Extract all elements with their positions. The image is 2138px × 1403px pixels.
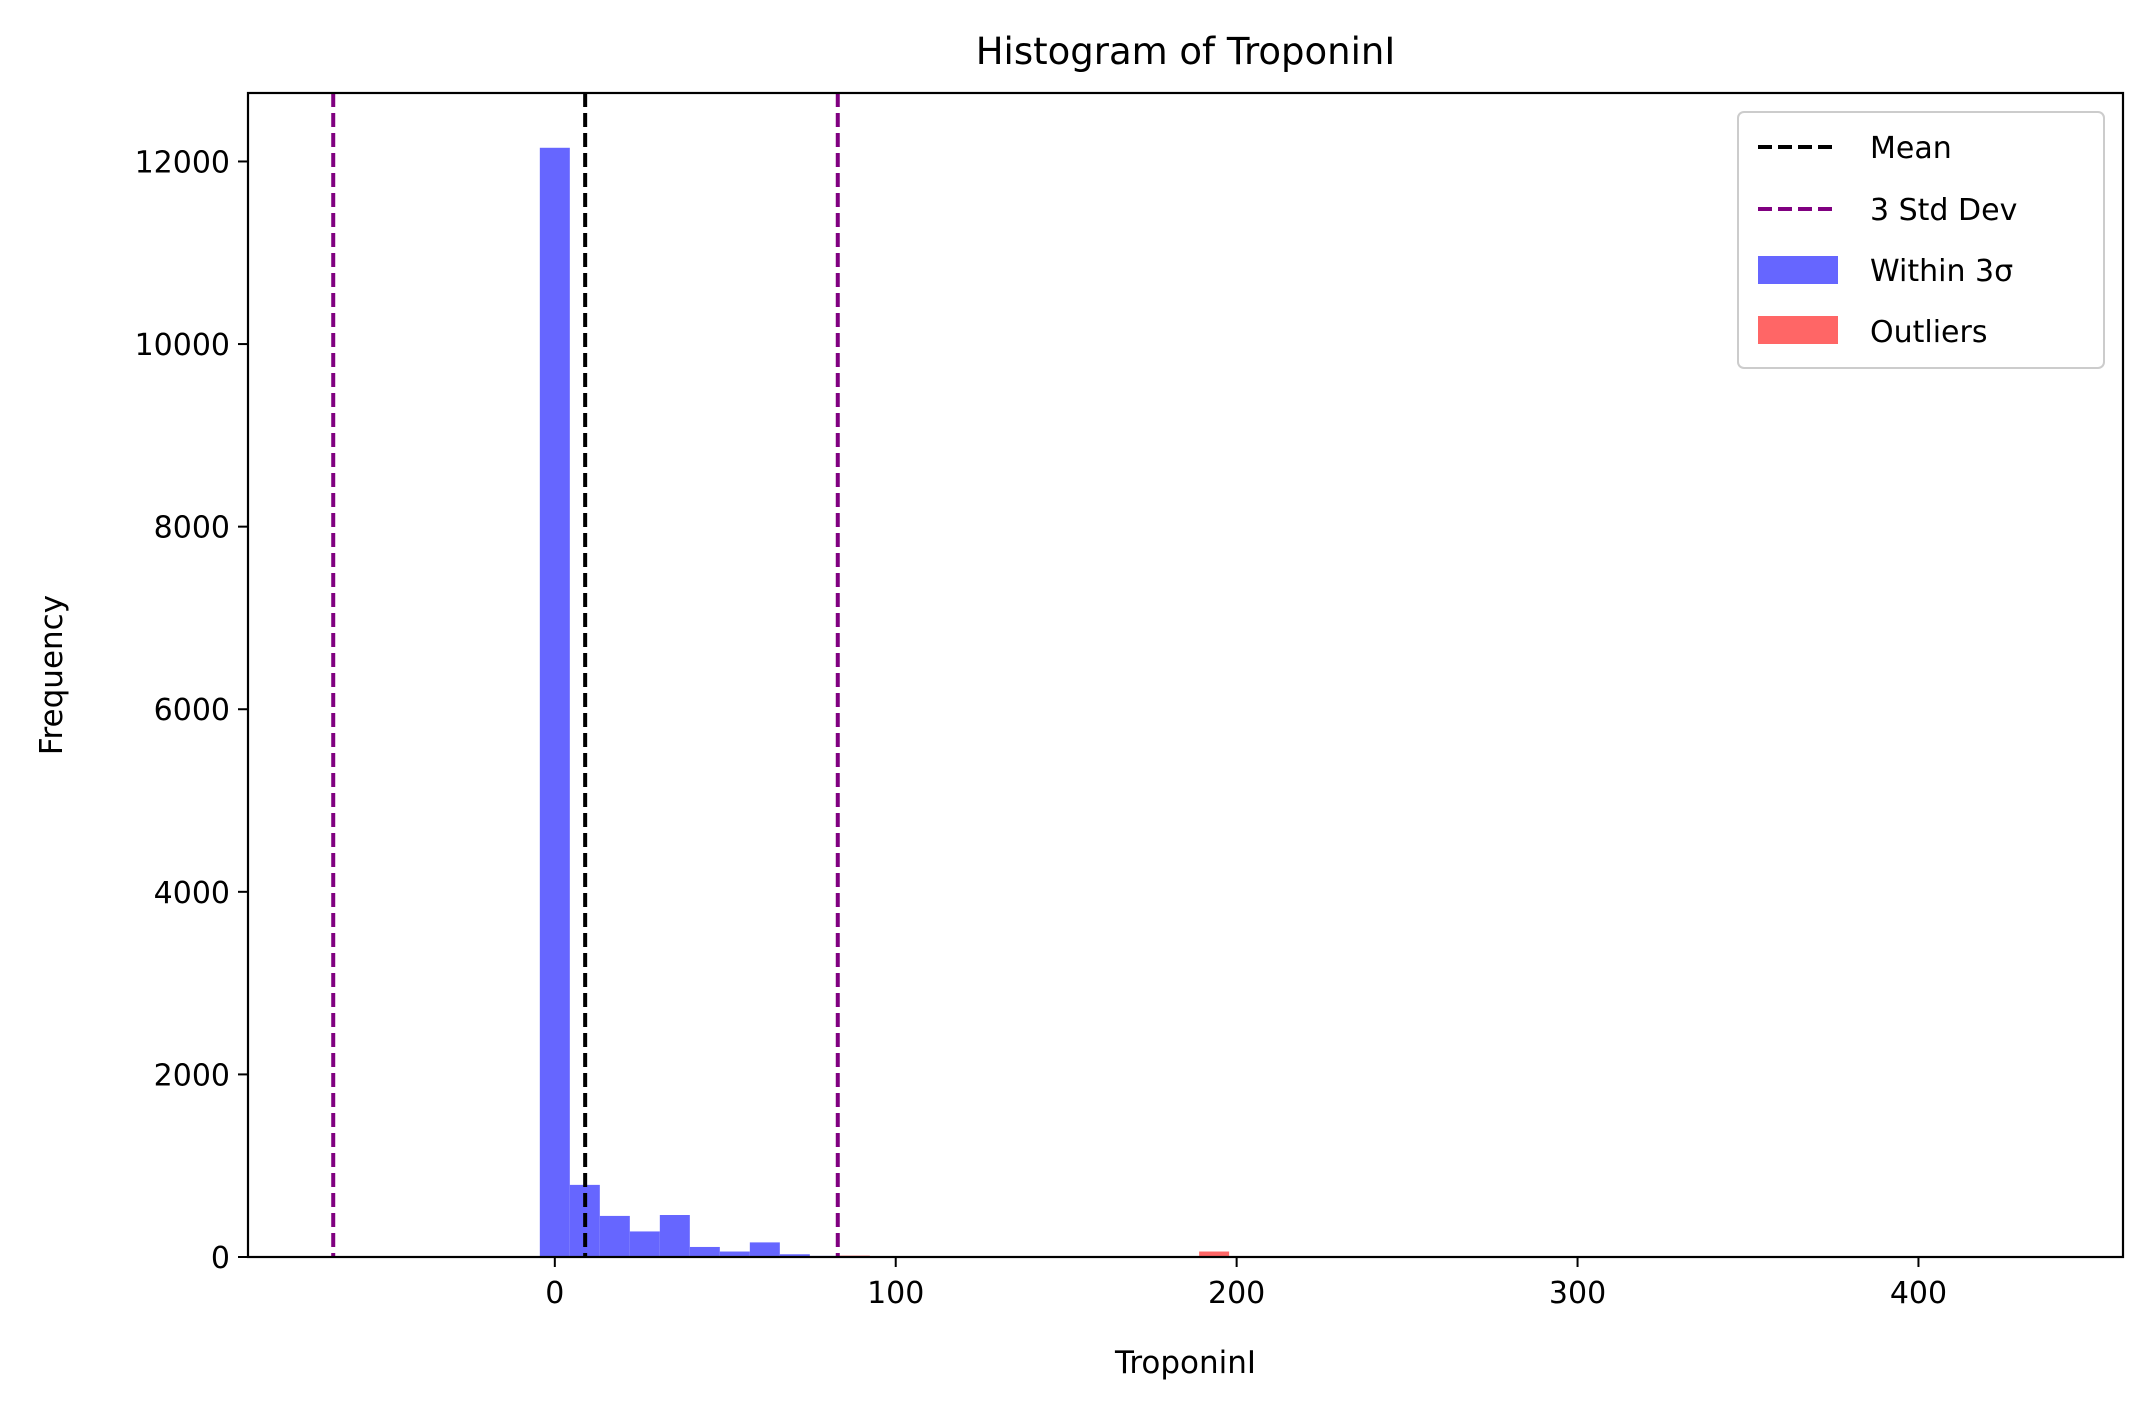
legend: Mean 3 Std Dev Within 3σ Outliers [1737, 111, 2105, 369]
bars-layer [539, 147, 1260, 1257]
histogram-bar-within-0 [539, 147, 570, 1257]
histogram-bar-within-3 [629, 1231, 660, 1257]
histogram-bar-outliers-2 [1199, 1251, 1230, 1257]
y-axis-label: Frequency [34, 595, 70, 755]
legend-std-label: 3 Std Dev [1870, 193, 2017, 228]
chart-title: Histogram of TroponinI [976, 30, 1396, 73]
histogram-bar-within-2 [599, 1215, 630, 1257]
y-tick-label-4000: 4000 [154, 876, 230, 911]
x-tick-label-200: 200 [1208, 1276, 1265, 1311]
legend-outliers-label: Outliers [1870, 315, 1987, 350]
legend-within-swatch [1758, 256, 1838, 284]
x-tick-label-0: 0 [545, 1276, 564, 1311]
histogram-bar-within-6 [719, 1251, 750, 1257]
histogram-bar-within-7 [749, 1242, 780, 1257]
y-axis-ticks: 0 2000 4000 6000 8000 10000 12000 [135, 145, 248, 1276]
y-tick-label-0: 0 [211, 1241, 230, 1276]
histogram-bar-within-8 [779, 1254, 810, 1257]
y-tick-label-12000: 12000 [135, 145, 230, 180]
x-tick-label-300: 300 [1549, 1276, 1606, 1311]
x-tick-label-100: 100 [867, 1276, 924, 1311]
plot-area-frame [246, 91, 2125, 1259]
x-axis-label: TroponinI [1114, 1345, 1256, 1381]
reference-lines-layer [331, 93, 840, 1257]
x-tick-label-400: 400 [1890, 1276, 1947, 1311]
histogram-bar-within-4 [659, 1215, 690, 1257]
y-tick-label-2000: 2000 [154, 1058, 230, 1093]
legend-box [1737, 111, 2105, 369]
y-tick-label-8000: 8000 [154, 511, 230, 546]
histogram-bar-within-5 [689, 1246, 720, 1257]
legend-outliers-swatch [1758, 316, 1838, 344]
x-axis-ticks: 0 100 200 300 400 [545, 1257, 1947, 1311]
legend-mean-label: Mean [1870, 131, 1952, 166]
y-tick-label-10000: 10000 [135, 328, 230, 363]
legend-within-label: Within 3σ [1870, 254, 2013, 289]
y-tick-label-6000: 6000 [154, 693, 230, 728]
